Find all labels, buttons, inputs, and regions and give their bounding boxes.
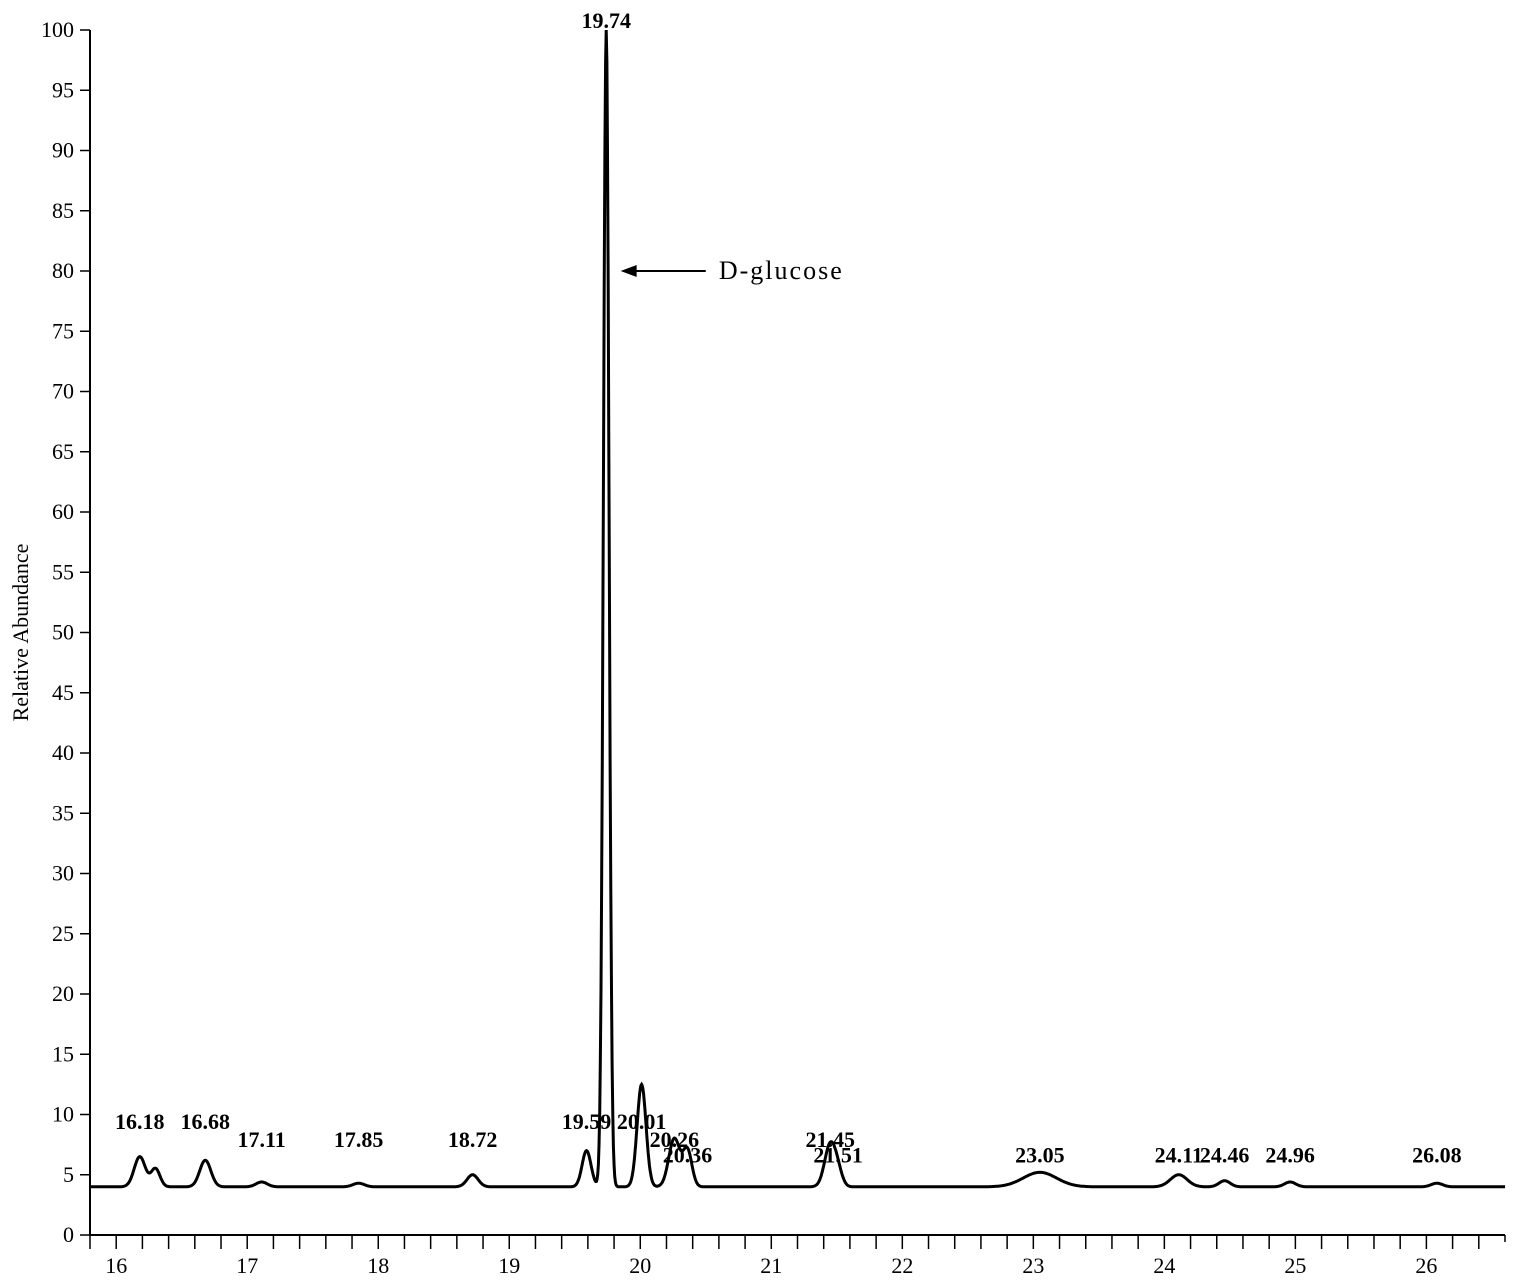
y-tick-label: 30 xyxy=(52,861,74,886)
x-tick-label: 21 xyxy=(760,1253,782,1278)
peak-label: 17.11 xyxy=(237,1127,285,1152)
y-tick-label: 15 xyxy=(52,1041,74,1066)
y-tick-label: 75 xyxy=(52,318,74,343)
annotation-arrowhead xyxy=(621,265,637,277)
peak-label: 19.59 xyxy=(562,1109,612,1134)
y-tick-label: 20 xyxy=(52,981,74,1006)
chromatogram-trace xyxy=(90,30,1505,1187)
x-tick-label: 16 xyxy=(105,1253,127,1278)
y-tick-label: 65 xyxy=(52,439,74,464)
peak-label: 16.18 xyxy=(115,1109,165,1134)
peak-label: 24.46 xyxy=(1200,1143,1250,1168)
y-tick-label: 90 xyxy=(52,138,74,163)
peak-label: 23.05 xyxy=(1015,1143,1065,1168)
y-tick-label: 80 xyxy=(52,258,74,283)
chromatogram-chart: 0 5 10 15 20 25 30 35 40 45 50 55 60 65 70 75 80 85 90 95 10… xyxy=(0,0,1525,1285)
x-tick-label: 17 xyxy=(236,1253,258,1278)
axes xyxy=(90,30,1505,1235)
x-tick-label: 24 xyxy=(1153,1253,1175,1278)
peak-label: 18.72 xyxy=(448,1127,498,1152)
y-tick-label: 10 xyxy=(52,1102,74,1127)
y-tick-label: 85 xyxy=(52,198,74,223)
chart-svg: 0 5 10 15 20 25 30 35 40 45 50 55 60 65 70 75 80 85 90 95 10… xyxy=(0,0,1525,1285)
peak-label: 26.08 xyxy=(1412,1143,1462,1168)
y-tick-label: 0 xyxy=(63,1222,74,1247)
x-tick-label: 23 xyxy=(1022,1253,1044,1278)
x-tick-label: 20 xyxy=(629,1253,651,1278)
y-tick-label: 100 xyxy=(41,17,74,42)
peak-label: 21.51 xyxy=(813,1143,863,1168)
peak-label: 24.11 xyxy=(1155,1143,1203,1168)
x-tick-label: 19 xyxy=(498,1253,520,1278)
y-tick-label: 55 xyxy=(52,559,74,584)
x-tick-label: 26 xyxy=(1415,1253,1437,1278)
peak-label: 16.68 xyxy=(181,1109,231,1134)
y-tick-label: 45 xyxy=(52,680,74,705)
annotation-text: D-glucose xyxy=(719,256,844,285)
y-tick-label: 70 xyxy=(52,379,74,404)
x-tick-label: 22 xyxy=(891,1253,913,1278)
y-tick-label: 40 xyxy=(52,740,74,765)
y-tick-label: 25 xyxy=(52,921,74,946)
x-tick-label: 25 xyxy=(1284,1253,1306,1278)
x-tick-label: 18 xyxy=(367,1253,389,1278)
y-tick-label: 5 xyxy=(63,1162,74,1187)
y-tick-label: 95 xyxy=(52,77,74,102)
y-tick-label: 35 xyxy=(52,800,74,825)
peak-label: 20.36 xyxy=(663,1143,713,1168)
peak-label: 17.85 xyxy=(334,1127,384,1152)
y-axis-label: Relative Abundance xyxy=(8,544,33,722)
y-tick-label: 50 xyxy=(52,620,74,645)
y-tick-label: 60 xyxy=(52,499,74,524)
peak-label: 19.74 xyxy=(581,8,631,33)
peak-label: 24.96 xyxy=(1265,1143,1315,1168)
